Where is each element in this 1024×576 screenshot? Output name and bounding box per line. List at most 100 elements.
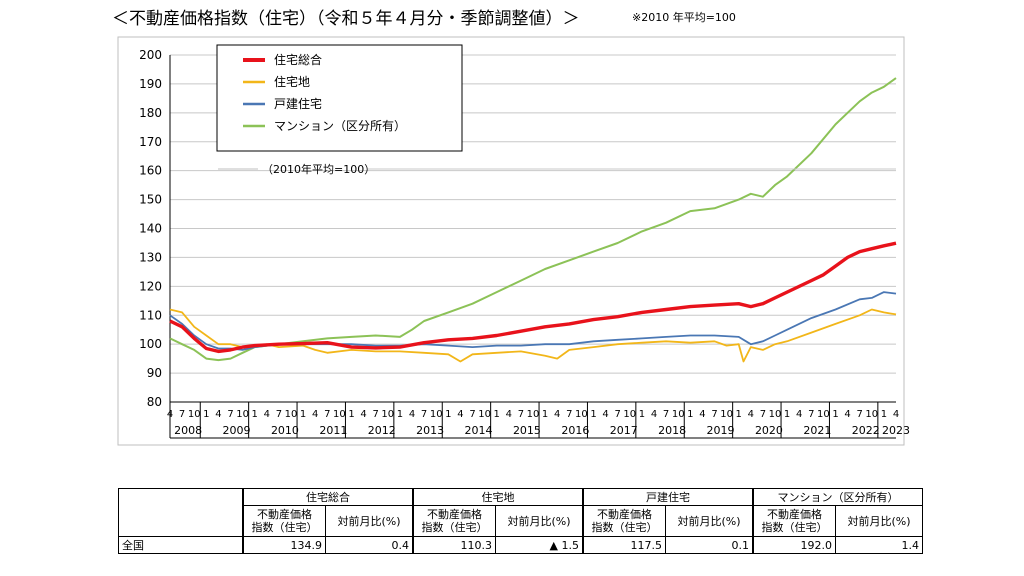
x-year-label: 2015 xyxy=(513,424,541,437)
x-year-label: 2020 xyxy=(755,424,783,437)
x-month-tick-label: 1 xyxy=(881,409,887,420)
table-subheader-ratio: 対前月比(%) xyxy=(325,505,414,537)
value-index: 110.3 xyxy=(412,536,496,554)
y-tick-label: 120 xyxy=(139,279,162,293)
chart-base-note: （2010年平均=100） xyxy=(262,162,375,176)
x-month-tick-label: 10 xyxy=(720,409,733,420)
x-year-label: 2016 xyxy=(561,424,589,437)
x-year-label: 2021 xyxy=(803,424,831,437)
index-line-2: 指数（住宅） xyxy=(761,521,828,534)
y-tick-label: 100 xyxy=(139,337,162,351)
value-ratio: ▲ 1.5 xyxy=(495,536,584,554)
x-month-tick-label: 1 xyxy=(639,409,645,420)
table-subheader-index: 不動産価格 指数（住宅） xyxy=(412,505,496,537)
x-month-tick-label: 4 xyxy=(748,409,754,420)
x-month-tick-label: 4 xyxy=(215,409,221,420)
x-month-tick-label: 7 xyxy=(179,409,185,420)
x-month-tick-label: 4 xyxy=(651,409,657,420)
x-year-label: 2018 xyxy=(658,424,686,437)
x-month-tick-label: 1 xyxy=(590,409,596,420)
x-year-label: 2023 xyxy=(882,424,910,437)
x-month-tick-label: 4 xyxy=(844,409,850,420)
series-line-4 xyxy=(169,77,897,362)
x-year-label: 2014 xyxy=(465,424,493,437)
legend-label: 住宅総合 xyxy=(274,52,322,67)
x-month-tick-label: 1 xyxy=(784,409,790,420)
x-month-tick-label: 7 xyxy=(711,409,717,420)
series-line-1 xyxy=(169,241,897,354)
x-month-tick-label: 7 xyxy=(227,409,233,420)
x-month-tick-label: 10 xyxy=(623,409,636,420)
x-year-label: 2022 xyxy=(852,424,880,437)
table-subheader-ratio: 対前月比(%) xyxy=(495,505,584,537)
x-year-label: 2008 xyxy=(174,424,202,437)
legend-label: 住宅地 xyxy=(274,74,310,89)
x-month-tick-label: 7 xyxy=(566,409,572,420)
x-year-label: 2013 xyxy=(416,424,444,437)
x-month-tick-label: 10 xyxy=(188,409,201,420)
x-month-tick-label: 1 xyxy=(252,409,258,420)
value-index: 134.9 xyxy=(242,536,326,554)
x-month-tick-label: 1 xyxy=(542,409,548,420)
x-month-tick-label: 4 xyxy=(457,409,463,420)
y-tick-label: 200 xyxy=(139,48,162,62)
table-group-header: マンション（区分所有） xyxy=(752,488,923,506)
page-title: ＜不動産価格指数（住宅）（令和５年４月分・季節調整値）＞ xyxy=(112,9,580,29)
x-month-tick-label: 1 xyxy=(203,409,209,420)
table-subheader-ratio: 対前月比(%) xyxy=(835,505,923,537)
value-ratio: 0.1 xyxy=(665,536,754,554)
index-line-1: 不動産価格 xyxy=(427,508,482,521)
x-year-label: 2010 xyxy=(271,424,299,437)
x-month-tick-label: 7 xyxy=(518,409,524,420)
index-line-2: 指数（住宅） xyxy=(421,521,488,534)
x-month-tick-label: 4 xyxy=(360,409,366,420)
table-subheader-index: 不動産価格 指数（住宅） xyxy=(582,505,666,537)
legend-label: 戸建住宅 xyxy=(274,96,322,111)
x-month-tick-label: 7 xyxy=(760,409,766,420)
table-subheader-ratio: 対前月比(%) xyxy=(665,505,754,537)
x-month-tick-label: 7 xyxy=(373,409,379,420)
y-tick-label: 110 xyxy=(139,308,162,322)
index-line-1: 不動産価格 xyxy=(767,508,822,521)
x-month-tick-label: 7 xyxy=(808,409,814,420)
y-tick-label: 180 xyxy=(139,106,162,120)
value-ratio: 0.4 xyxy=(325,536,414,554)
x-month-tick-label: 4 xyxy=(893,409,899,420)
x-month-tick-label: 4 xyxy=(264,409,270,420)
x-month-tick-label: 7 xyxy=(421,409,427,420)
table-subheader-index: 不動産価格 指数（住宅） xyxy=(242,505,326,537)
x-month-tick-label: 1 xyxy=(300,409,306,420)
x-month-tick-label: 1 xyxy=(687,409,693,420)
y-tick-label: 160 xyxy=(139,164,162,178)
table-subheader-index: 不動産価格 指数（住宅） xyxy=(752,505,836,537)
x-month-tick-label: 7 xyxy=(615,409,621,420)
index-line-2: 指数（住宅） xyxy=(591,521,658,534)
series-line-3 xyxy=(169,291,897,351)
x-month-tick-label: 10 xyxy=(430,409,443,420)
y-tick-label: 80 xyxy=(147,395,162,409)
x-month-tick-label: 4 xyxy=(699,409,705,420)
x-month-tick-label: 4 xyxy=(554,409,560,420)
x-month-tick-label: 10 xyxy=(381,409,394,420)
x-year-label: 2011 xyxy=(319,424,347,437)
row-label: 全国 xyxy=(118,536,244,554)
index-line-1: 不動産価格 xyxy=(597,508,652,521)
x-month-tick-label: 1 xyxy=(494,409,500,420)
x-month-tick-label: 4 xyxy=(409,409,415,420)
x-year-label: 2009 xyxy=(223,424,251,437)
x-month-tick-label: 7 xyxy=(469,409,475,420)
value-index: 192.0 xyxy=(752,536,836,554)
value-index: 117.5 xyxy=(582,536,666,554)
x-year-label: 2012 xyxy=(368,424,396,437)
x-month-tick-label: 7 xyxy=(276,409,282,420)
base-year-note: ※2010 年平均=100 xyxy=(632,11,736,24)
y-tick-label: 150 xyxy=(139,193,162,207)
table-group-header: 住宅地 xyxy=(412,488,584,506)
x-month-tick-label: 4 xyxy=(312,409,318,420)
x-month-tick-label: 1 xyxy=(736,409,742,420)
table-row: 全国 134.9 0.4 110.3 ▲ 1.5 117.5 0.1 192.0… xyxy=(118,536,923,554)
x-month-tick-label: 10 xyxy=(575,409,588,420)
x-month-tick-label: 1 xyxy=(832,409,838,420)
x-month-tick-label: 10 xyxy=(285,409,298,420)
